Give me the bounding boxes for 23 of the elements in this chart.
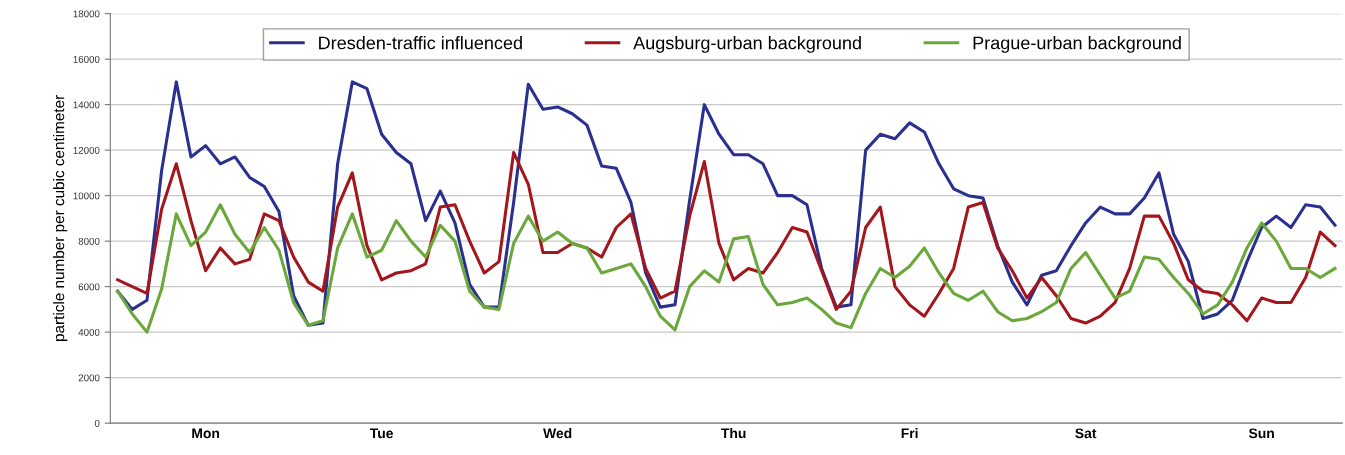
y-tick-label: 18000 (73, 10, 100, 18)
y-tick-label: 14000 (73, 101, 100, 109)
x-tick-label: Tue (369, 428, 393, 439)
x-tick-label: Wed (543, 428, 572, 439)
y-tick-label: 8000 (78, 237, 100, 245)
line-series (116, 203, 1337, 334)
x-tick-label: Fri (901, 428, 918, 439)
legend-label: Dresden-traffic influenced (319, 36, 522, 50)
x-tick-label: Sat (1075, 428, 1097, 439)
y-tick-label: 10000 (73, 192, 100, 200)
y-tick-label: 6000 (78, 283, 100, 291)
x-tick-label: Sun (1248, 428, 1274, 439)
y-axis-title: particle number per cubic centimeter (53, 95, 68, 341)
y-tick-label: 12000 (73, 146, 100, 154)
y-tick-label: 2000 (78, 374, 100, 382)
legend-label: Augsburg-urban background (633, 36, 861, 53)
legend-label: Prague-urban background (973, 36, 1181, 53)
y-tick-label: 16000 (73, 55, 100, 63)
y-tick-label: 0 (94, 419, 100, 427)
x-tick-label: Thu (721, 428, 746, 439)
line-series (116, 150, 1337, 325)
x-tick-label: Mon (192, 428, 220, 439)
y-tick-label: 4000 (78, 328, 100, 336)
